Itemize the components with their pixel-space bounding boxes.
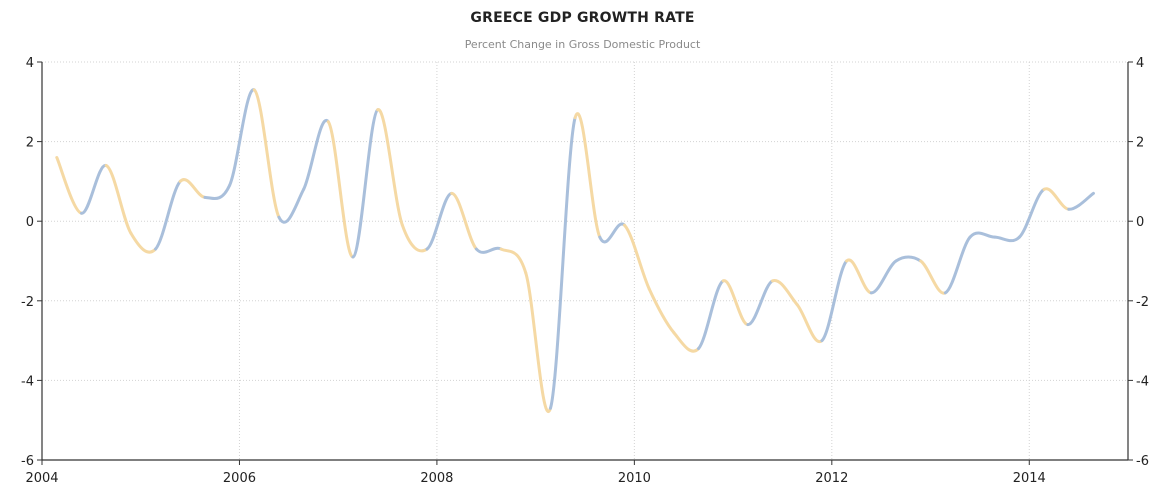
- x-tick-label: 2004: [25, 471, 58, 486]
- series-line-segment: [228, 88, 256, 187]
- y-tick-label-right: 4: [1136, 56, 1144, 71]
- x-tick-label: 2006: [223, 471, 256, 486]
- series-line-segment: [845, 258, 873, 295]
- series-line-segment: [203, 183, 232, 201]
- series-line-segment: [771, 279, 799, 307]
- series-line-segment: [894, 255, 923, 263]
- series-line-segment: [474, 246, 503, 254]
- series-line-segment: [647, 287, 676, 335]
- series-line-segment: [351, 108, 380, 259]
- y-tick-label-left: 2: [26, 136, 34, 151]
- series-line-segment: [400, 223, 429, 253]
- y-tick-label-left: 4: [26, 56, 34, 71]
- series-line-segment: [326, 120, 355, 259]
- series-line-segment: [450, 191, 478, 251]
- series-line-segment: [968, 231, 997, 239]
- series-line-segment: [697, 279, 725, 351]
- series-line-segment: [55, 156, 83, 215]
- series-line-segment: [302, 118, 330, 191]
- x-tick-label: 2012: [815, 471, 848, 486]
- series-line-segment: [129, 231, 158, 254]
- series-line-segment: [869, 259, 898, 295]
- y-tick-label-right: -4: [1136, 374, 1149, 389]
- series-line-segment: [746, 279, 775, 327]
- series-line-segment: [1042, 187, 1071, 211]
- chart-subtitle: Percent Change in Gross Domestic Product: [464, 38, 701, 51]
- series-line-segment: [178, 178, 207, 199]
- series-line-segment: [499, 247, 528, 275]
- series-line-segment: [277, 187, 306, 224]
- y-tick-label-left: -2: [21, 295, 34, 310]
- series-line-segment: [548, 116, 577, 410]
- y-tick-label-left: 0: [26, 215, 34, 230]
- series-line-segment: [919, 259, 947, 295]
- series-line-segment: [1017, 187, 1046, 239]
- y-tick-label-right: -6: [1136, 454, 1149, 469]
- series-line-segment: [425, 191, 454, 251]
- series-line-segment: [622, 223, 651, 291]
- y-tick-label-right: 2: [1136, 136, 1144, 151]
- series-line-segment: [1067, 191, 1095, 211]
- chart-title: GREECE GDP GROWTH RATE: [470, 10, 695, 26]
- series-line-segment: [252, 88, 281, 219]
- series-line-segment: [721, 279, 750, 327]
- x-tick-label: 2008: [420, 471, 453, 486]
- series-line-segment: [672, 331, 701, 353]
- y-tick-label-left: -6: [21, 454, 34, 469]
- y-tick-label-right: -2: [1136, 295, 1149, 310]
- series-line-segment: [573, 112, 602, 239]
- series-line-segment: [154, 179, 182, 251]
- series-line-segment: [820, 259, 849, 343]
- series-line-segment: [376, 108, 404, 227]
- x-tick-label: 2010: [618, 471, 651, 486]
- series-line-segment: [993, 235, 1021, 243]
- y-tick-label-left: -4: [21, 374, 34, 389]
- series-line-segment: [598, 222, 626, 244]
- x-tick-label: 2014: [1013, 471, 1046, 486]
- series-line-segment: [943, 235, 972, 295]
- series-line-segment: [104, 163, 133, 235]
- series-line-segment: [524, 271, 552, 413]
- series-line-segment: [79, 163, 108, 215]
- y-tick-label-right: 0: [1136, 215, 1144, 230]
- series-line-segment: [795, 303, 824, 344]
